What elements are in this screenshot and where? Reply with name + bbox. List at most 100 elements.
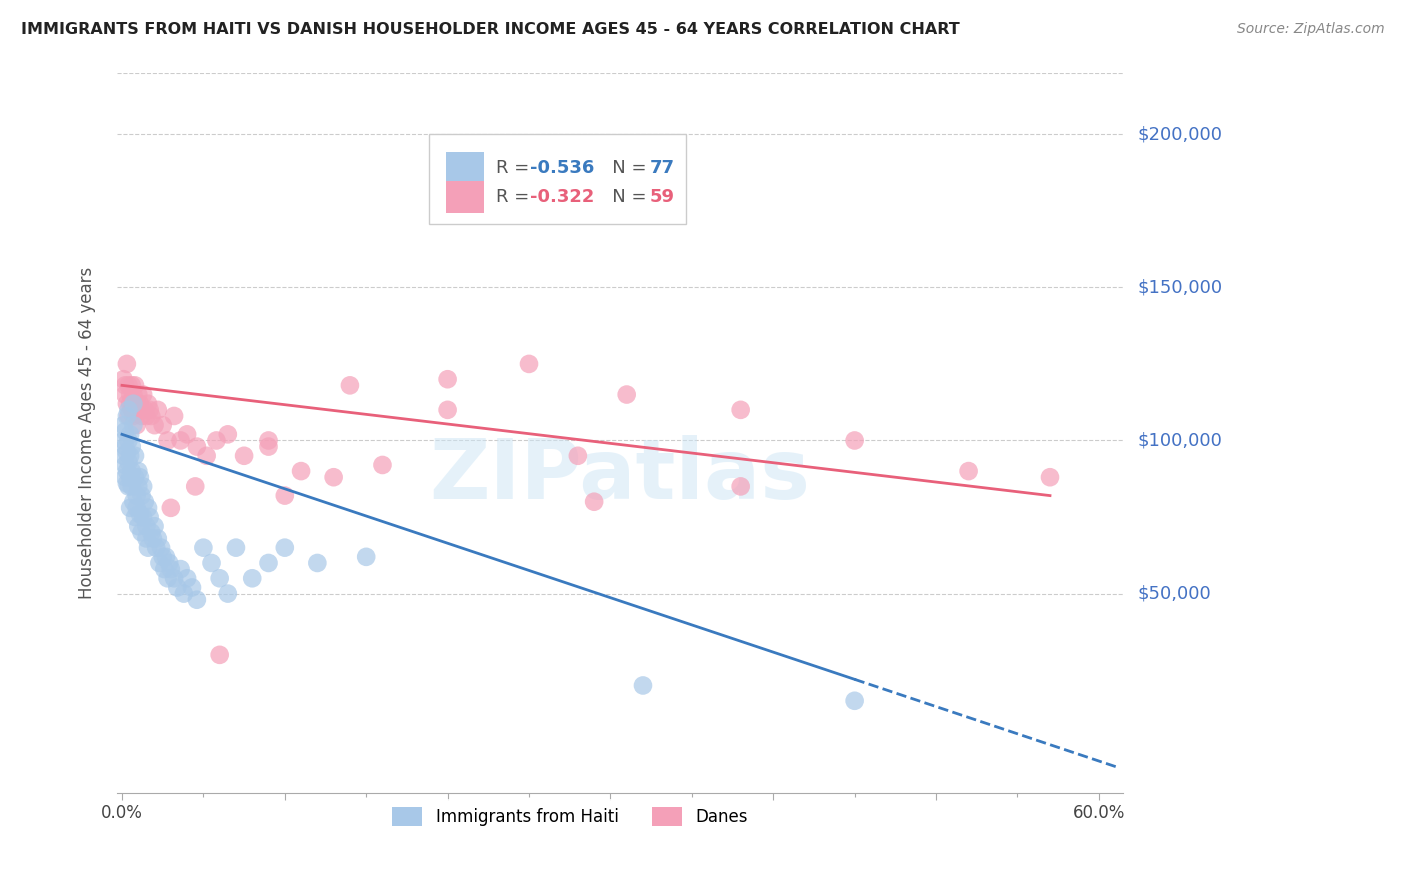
Point xyxy=(131,525,153,540)
Point xyxy=(115,446,138,460)
Point xyxy=(112,434,135,448)
Text: -0.536: -0.536 xyxy=(530,160,593,178)
Point xyxy=(125,418,148,433)
Text: -0.322: -0.322 xyxy=(530,188,593,206)
Point xyxy=(138,402,160,417)
Point xyxy=(122,397,145,411)
Text: $150,000: $150,000 xyxy=(1137,278,1222,296)
Point xyxy=(200,556,222,570)
Point xyxy=(567,449,589,463)
Point xyxy=(112,372,135,386)
Point xyxy=(141,525,163,540)
Point xyxy=(114,387,136,401)
Point xyxy=(145,541,167,555)
Point xyxy=(1039,470,1062,484)
Bar xyxy=(446,181,484,213)
Point xyxy=(124,470,146,484)
Point xyxy=(117,409,139,423)
Point xyxy=(176,571,198,585)
Text: Source: ZipAtlas.com: Source: ZipAtlas.com xyxy=(1237,22,1385,37)
Point xyxy=(195,449,218,463)
Bar xyxy=(446,153,484,185)
Point xyxy=(160,562,183,576)
Point xyxy=(128,470,150,484)
Point xyxy=(135,519,157,533)
Point xyxy=(186,592,208,607)
Point xyxy=(205,434,228,448)
Point xyxy=(115,476,138,491)
Point xyxy=(131,409,153,423)
Point xyxy=(124,378,146,392)
Text: $100,000: $100,000 xyxy=(1137,432,1222,450)
Point xyxy=(181,581,204,595)
Point xyxy=(127,519,149,533)
Point xyxy=(120,427,142,442)
Point xyxy=(583,494,606,508)
Point xyxy=(112,418,135,433)
Point xyxy=(517,357,540,371)
Point xyxy=(122,418,145,433)
Point xyxy=(115,397,138,411)
Point xyxy=(142,532,165,546)
Point xyxy=(127,479,149,493)
Point xyxy=(117,434,139,448)
Point xyxy=(240,571,263,585)
Point xyxy=(115,409,138,423)
Point xyxy=(307,556,329,570)
Point xyxy=(124,510,146,524)
Point xyxy=(274,489,297,503)
Point xyxy=(730,479,752,493)
Point xyxy=(186,440,208,454)
Point xyxy=(184,479,207,493)
Point xyxy=(844,434,866,448)
Point xyxy=(257,440,280,454)
Point xyxy=(117,455,139,469)
Point xyxy=(132,510,155,524)
Point xyxy=(339,378,361,392)
Point xyxy=(957,464,980,478)
Point xyxy=(127,387,149,401)
Point xyxy=(124,449,146,463)
Point xyxy=(121,378,143,392)
Point xyxy=(163,409,186,423)
Point xyxy=(120,449,142,463)
Point xyxy=(169,562,191,576)
Point xyxy=(354,549,377,564)
Point xyxy=(150,541,173,555)
Point xyxy=(148,556,170,570)
Point xyxy=(193,541,215,555)
Point xyxy=(138,510,160,524)
Point xyxy=(257,556,280,570)
Point xyxy=(371,458,394,472)
Point xyxy=(257,434,280,448)
Point xyxy=(131,489,153,503)
Point xyxy=(122,409,145,423)
Point xyxy=(114,425,136,439)
Point xyxy=(132,479,155,493)
Point xyxy=(436,372,458,386)
Text: N =: N = xyxy=(595,160,652,178)
Point xyxy=(616,387,638,401)
Point xyxy=(155,549,177,564)
Point xyxy=(146,402,169,417)
Text: $200,000: $200,000 xyxy=(1137,125,1222,144)
Point xyxy=(153,562,176,576)
Point xyxy=(143,519,166,533)
Point xyxy=(114,470,136,484)
Point xyxy=(157,556,180,570)
Text: $50,000: $50,000 xyxy=(1137,584,1211,603)
Point xyxy=(124,397,146,411)
Point xyxy=(631,678,654,692)
Point xyxy=(132,387,155,401)
Point xyxy=(125,489,148,503)
Point xyxy=(114,458,136,472)
Point xyxy=(115,357,138,371)
Point xyxy=(134,494,156,508)
Point xyxy=(166,581,188,595)
Text: IMMIGRANTS FROM HAITI VS DANISH HOUSEHOLDER INCOME AGES 45 - 64 YEARS CORRELATIO: IMMIGRANTS FROM HAITI VS DANISH HOUSEHOL… xyxy=(21,22,960,37)
Point xyxy=(844,694,866,708)
Point xyxy=(117,378,139,392)
Point xyxy=(152,418,174,433)
Point xyxy=(121,464,143,478)
Point xyxy=(114,378,136,392)
